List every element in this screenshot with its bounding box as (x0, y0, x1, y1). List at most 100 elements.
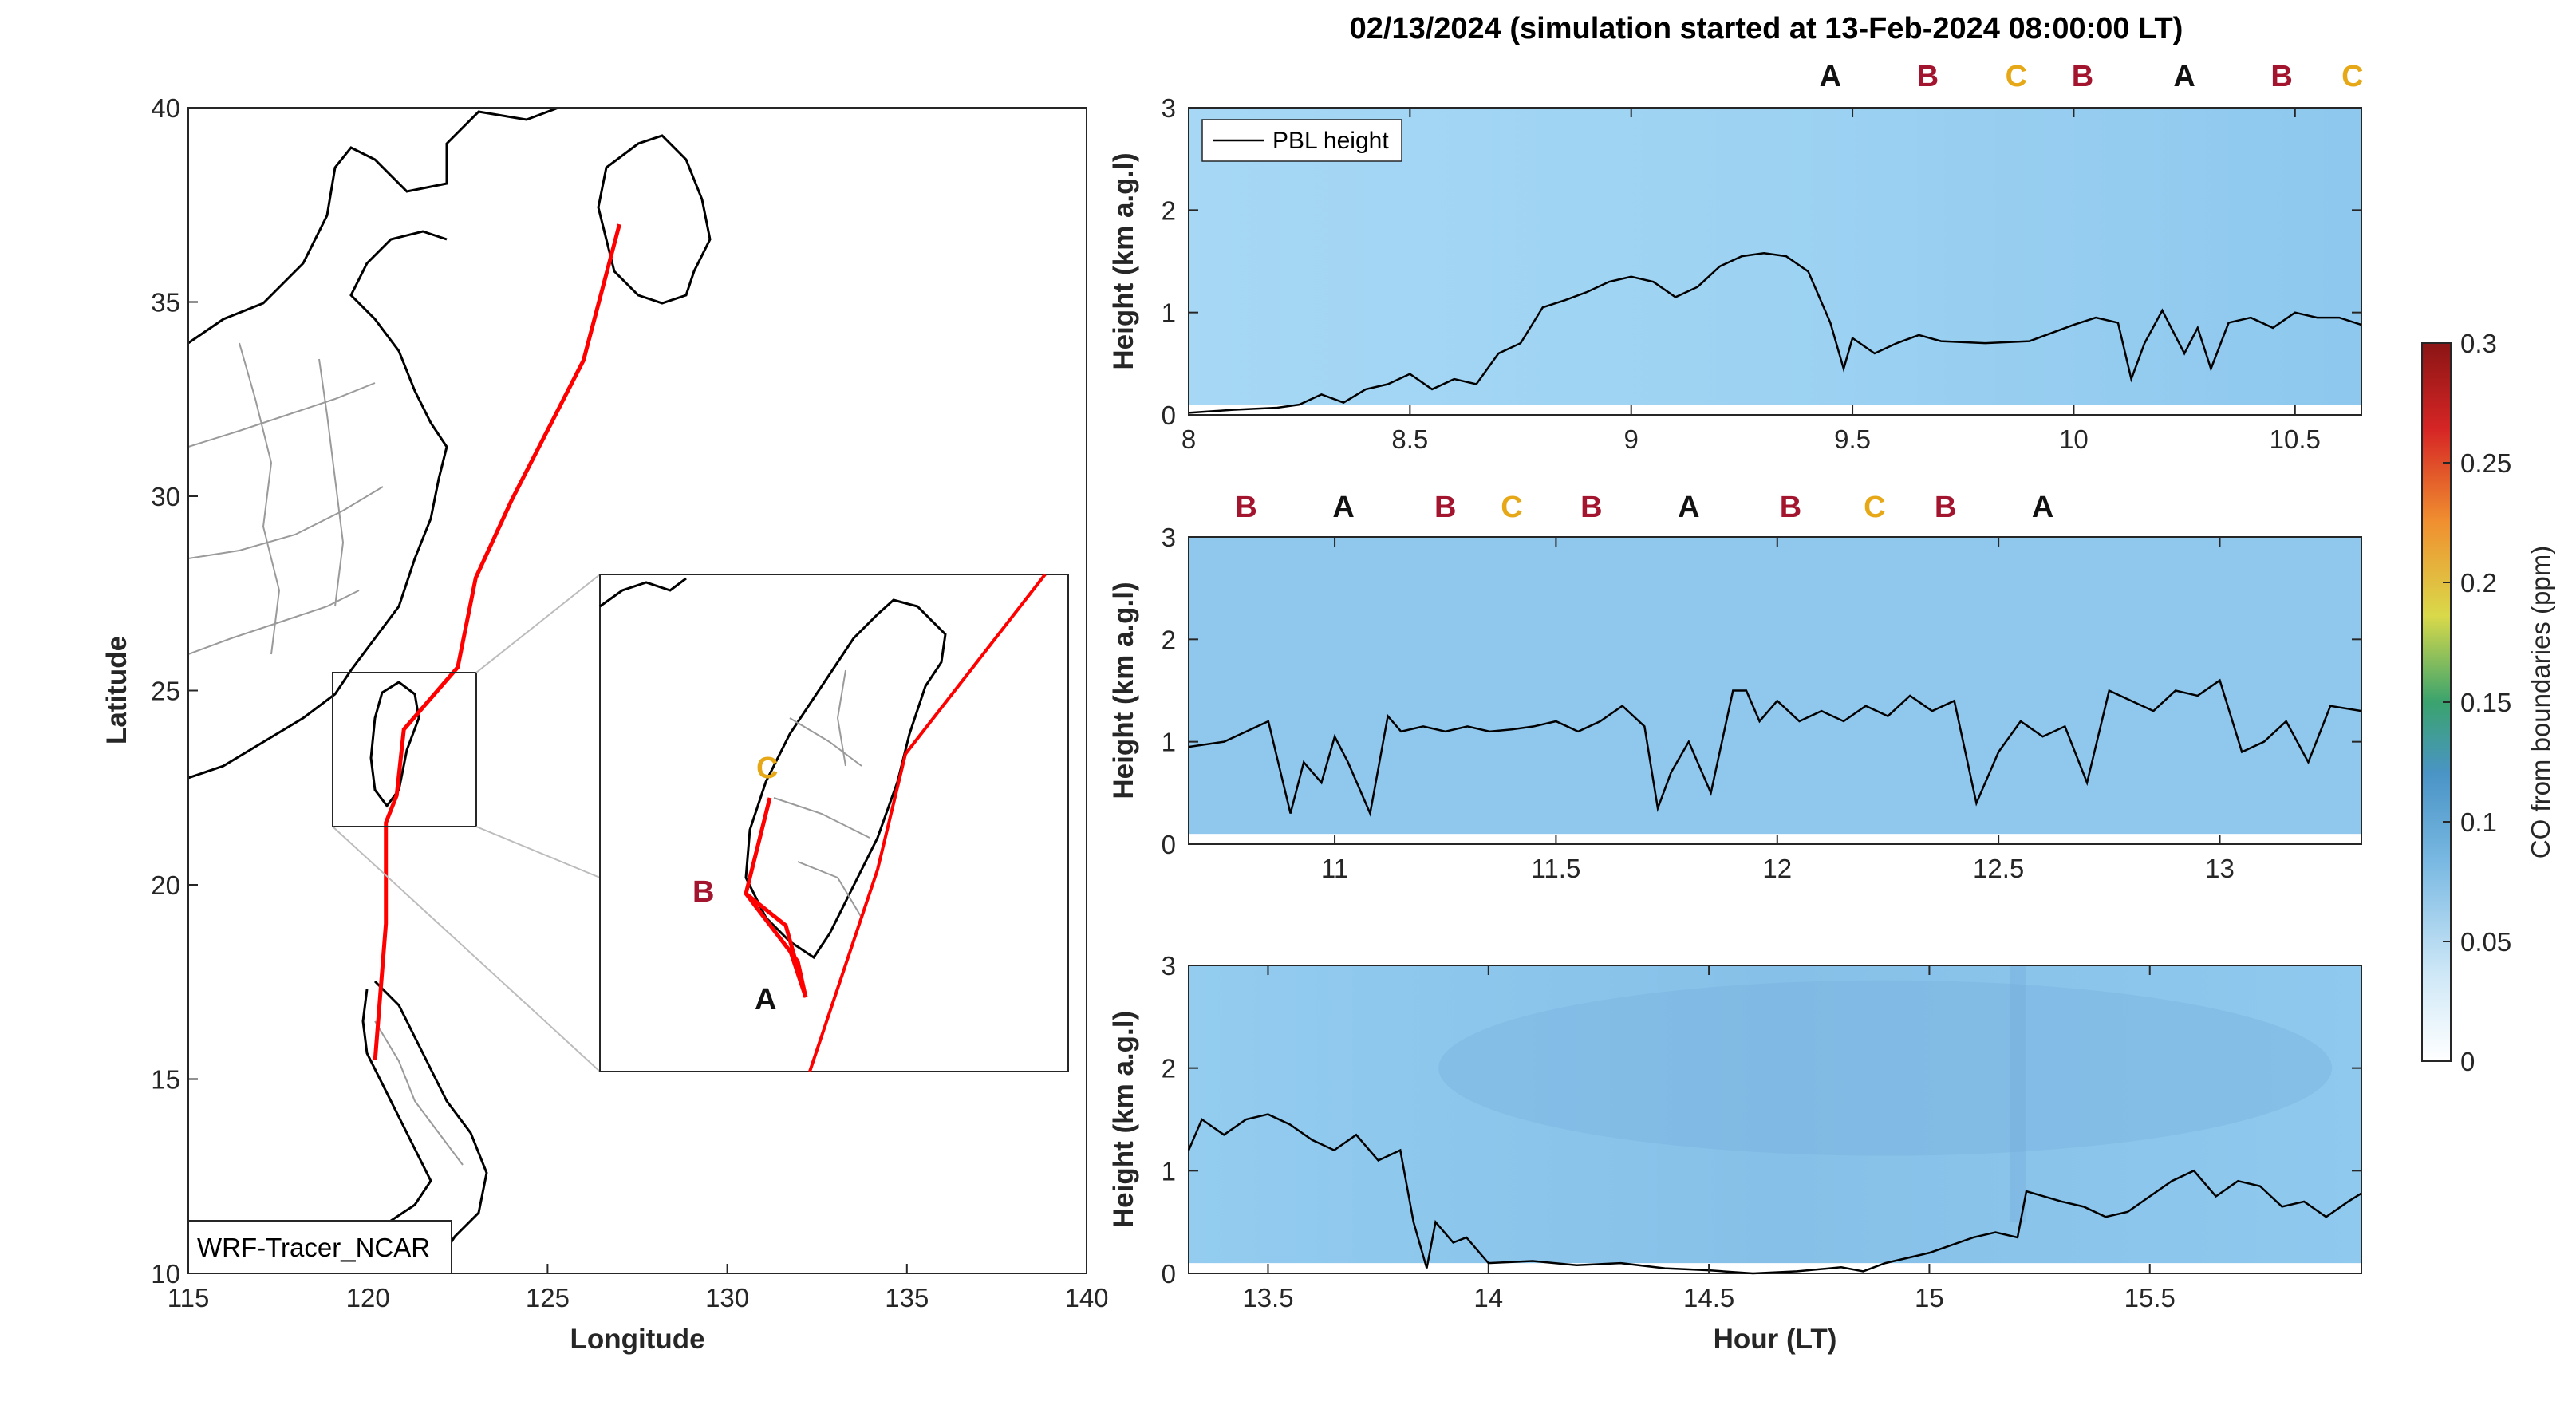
map-axes: 115 120 125 130 135 140 10 15 20 25 30 35 40 (151, 93, 1108, 1312)
colorbar-tick-label: 0.3 (2460, 329, 2497, 358)
figure-title: 02/13/2024 (simulation started at 13-Feb… (1350, 12, 2183, 45)
concentration-field (1189, 537, 2361, 835)
xtick-label: 15 (1915, 1283, 1944, 1312)
ytick-label: 0 (1162, 401, 1176, 430)
event-marker-c: C (2006, 60, 2027, 93)
xtick-label: 15.5 (2124, 1283, 2176, 1312)
event-marker-c: C (1864, 491, 1885, 524)
xtick-label: 14.5 (1683, 1283, 1734, 1312)
ytick-label: 1 (1162, 298, 1176, 328)
map-xtick-label: 120 (346, 1283, 390, 1312)
zoom-box (332, 672, 477, 827)
map-ytick-label: 30 (151, 482, 180, 511)
event-marker-b: B (1434, 491, 1456, 524)
map-xtick-label: 135 (885, 1283, 929, 1312)
colorbar-tick-label: 0.25 (2460, 448, 2511, 478)
map-ytick-label: 25 (151, 677, 180, 706)
event-marker-b: B (1917, 60, 1939, 93)
pbl-height-line (1188, 251, 2362, 414)
xtick-label: 8 (1181, 424, 1196, 454)
legend-label: PBL height (1272, 128, 1389, 154)
ytick-label: 2 (1162, 625, 1176, 654)
zoom-connector-top (475, 574, 601, 673)
event-marker-b: B (1780, 491, 1801, 524)
panel-ylabel: Height (km a.g.l) (1108, 152, 1139, 369)
map-ytick-label: 10 (151, 1259, 180, 1289)
ytick-label: 0 (1162, 1259, 1176, 1289)
xtick-label: 11.5 (1532, 854, 1581, 883)
xtick-label: 13.5 (1242, 1283, 1293, 1312)
event-marker-b: B (2072, 60, 2093, 93)
event-marker-a: A (2173, 60, 2195, 93)
ytick-label: 1 (1162, 728, 1176, 757)
xtick-label: 9.5 (1834, 424, 1871, 454)
inset-marker-b: B (692, 875, 714, 909)
event-marker-b: B (1935, 491, 1956, 524)
panel-xlabel: Hour (LT) (1714, 1324, 1837, 1355)
xtick-label: 9 (1624, 424, 1639, 454)
colorbar-tick-label: 0.2 (2460, 568, 2497, 598)
ytick-label: 2 (1162, 195, 1176, 225)
xtick-label: 13 (2205, 854, 2235, 883)
event-marker-b: B (2270, 60, 2292, 93)
panel-frame (1188, 965, 2362, 1274)
ytick-label: 2 (1162, 1054, 1176, 1083)
concentration-field (1189, 965, 2361, 1264)
event-marker-a: A (2032, 491, 2053, 524)
panel-1: 8 8.5 9 9.5 10 10.5 0 1 2 3 Height (km a.g.l) A B C B A… (1108, 60, 2364, 454)
inset-marker-a: A (755, 983, 776, 1016)
event-marker-b: B (1235, 491, 1256, 524)
trajectory-track (373, 223, 621, 1060)
panel-ylabel: Height (km a.g.l) (1108, 582, 1139, 799)
colorbar-label: CO from boundaries (ppm) (2526, 546, 2555, 858)
map-xtick-label: 140 (1064, 1283, 1108, 1312)
ytick-label: 3 (1162, 951, 1176, 981)
concentration-maximum (1438, 980, 2333, 1156)
ytick-label: 3 (1162, 523, 1176, 552)
map-ytick-label: 40 (151, 93, 180, 123)
map-xtick-label: 115 (168, 1283, 210, 1312)
colorbar: 0 0.05 0.1 0.15 0.2 0.25 0.3 CO from boundarie… (2421, 329, 2555, 1076)
zoom-connector-mid (475, 826, 601, 878)
pbl-height-line (1188, 678, 2362, 817)
map-ytick-label: 20 (151, 870, 180, 900)
xtick-label: 12 (1762, 854, 1792, 883)
ytick-label: 1 (1162, 1156, 1176, 1186)
map-ytick-label: 15 (151, 1065, 180, 1095)
xtick-label: 11 (1321, 854, 1348, 883)
ytick-label: 0 (1162, 830, 1176, 859)
xtick-label: 12.5 (1973, 854, 2024, 883)
xtick-label: 10 (2059, 424, 2089, 454)
map-xtick-label: 130 (705, 1283, 749, 1312)
event-marker-a: A (1678, 491, 1699, 524)
panel-frame (1188, 536, 2362, 845)
xtick-label: 10.5 (2270, 424, 2321, 454)
event-marker-c: C (1501, 491, 1522, 524)
panel-frame (1188, 107, 2362, 416)
colorbar-tick-label: 0.15 (2460, 688, 2511, 717)
pbl-height-line (1187, 1113, 2362, 1275)
pbl-legend: PBL height (1201, 119, 1402, 162)
event-marker-b: B (1580, 491, 1602, 524)
zoom-connector-bottom (332, 826, 601, 1072)
event-marker-c: C (2341, 60, 2363, 93)
xtick-label: 14 (1473, 1283, 1503, 1312)
colorbar-tick-label: 0.1 (2460, 807, 2497, 837)
map-xtick-label: 125 (526, 1283, 570, 1312)
map-ylabel: Latitude (101, 636, 132, 744)
event-marker-a: A (1820, 60, 1841, 93)
concentration-plume (2009, 965, 2026, 1222)
map-ytick-label: 35 (151, 288, 180, 318)
colorbar-tick-label: 0 (2460, 1047, 2475, 1076)
event-marker-a: A (1332, 491, 1354, 524)
map-xlabel: Longitude (570, 1324, 704, 1355)
panel-3: 13.5 14 14.5 15 15.5 0 1 2 3 Height (km a.g.l) Hou… (1108, 951, 2362, 1355)
ytick-label: 3 (1162, 93, 1176, 123)
colorbar-tick-label: 0.05 (2460, 927, 2511, 957)
map-annotation: WRF-Tracer_NCAR (197, 1233, 430, 1262)
inset-map: C B A (599, 573, 1069, 1072)
panel-ylabel: Height (km a.g.l) (1108, 1011, 1139, 1228)
xtick-label: 8.5 (1391, 424, 1428, 454)
